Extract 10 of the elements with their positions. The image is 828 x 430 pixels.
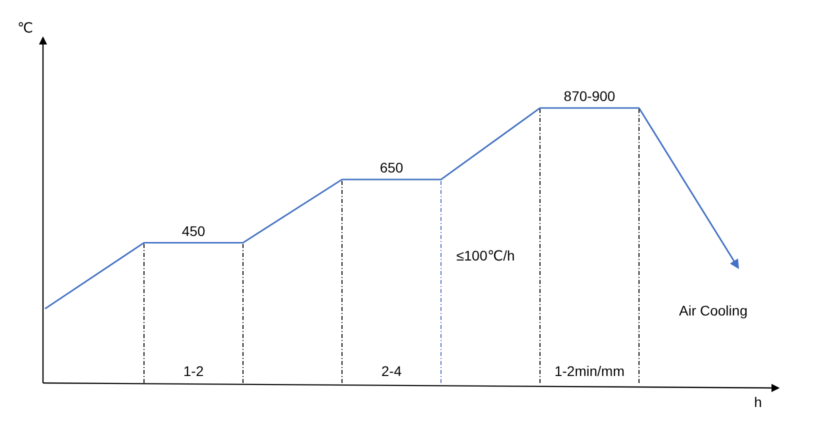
annotation: 1-2min/mm [554, 363, 625, 379]
text: ℃ [17, 19, 34, 36]
annotation: 650 [380, 160, 404, 176]
annotation: Air Cooling [679, 302, 748, 318]
annotation: ≤100℃/h [456, 248, 515, 264]
annotation: 1-2 [183, 363, 204, 379]
text: 870-900 [564, 88, 616, 104]
annotation: 2-4 [381, 363, 402, 379]
x-axis-title: h [754, 394, 762, 410]
annotation: 450 [182, 222, 206, 239]
